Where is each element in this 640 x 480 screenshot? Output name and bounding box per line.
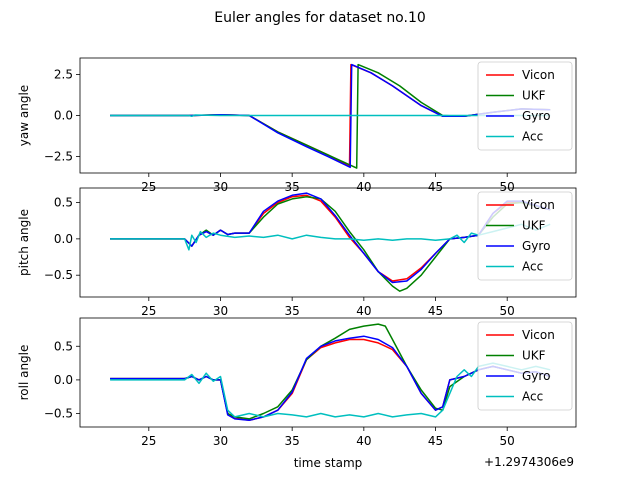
legend: Vicon UKF Gyro Acc [477, 321, 573, 411]
y-tick-label: 0.5 [54, 196, 73, 210]
y-tick-label: 2.5 [54, 67, 73, 81]
legend-label-vicon: Vicon [522, 328, 555, 342]
y-axis-label: pitch angle [17, 209, 31, 276]
x-tick-label: 35 [285, 434, 300, 448]
x-tick-label: 40 [356, 304, 371, 318]
legend-label-ukf: UKF [522, 219, 546, 233]
legend: Vicon UKF Gyro Acc [477, 191, 573, 281]
legend-label-gyro: Gyro [522, 109, 550, 123]
legend-label-acc: Acc [522, 390, 543, 404]
x-tick-label: 45 [428, 434, 443, 448]
x-tick-label: 35 [285, 304, 300, 318]
x-tick-label: 30 [213, 304, 228, 318]
figure-title: Euler angles for dataset no.10 [214, 10, 426, 26]
legend-label-ukf: UKF [522, 89, 546, 103]
series-line-acc [110, 223, 551, 251]
x-tick-label: 50 [500, 304, 515, 318]
y-tick-label: −0.5 [44, 407, 73, 421]
axes-frame [79, 317, 577, 428]
y-tick-label: 0.0 [54, 373, 73, 387]
subplot-2: 25 30 35 40 45 50 0.5 0.0 −0.5 pitch angle Vicon UK… [17, 187, 577, 318]
x-tick-label: 40 [356, 180, 371, 194]
series-line-acc [110, 362, 551, 418]
legend-label-gyro: Gyro [522, 239, 550, 253]
x-tick-label: 50 [500, 434, 515, 448]
legend-label-acc: Acc [522, 260, 543, 274]
x-tick-label: 25 [141, 180, 156, 194]
x-tick-label: 30 [213, 180, 228, 194]
x-tick-label: 45 [428, 180, 443, 194]
x-tick-label: 25 [141, 434, 156, 448]
legend-label-vicon: Vicon [522, 68, 555, 82]
legend-box [477, 321, 573, 411]
y-tick-label: −0.5 [44, 268, 73, 282]
axes-frame [79, 187, 577, 298]
y-tick-label: 0.0 [54, 232, 73, 246]
subplot-3: 25 30 35 40 45 50 0.5 0.0 −0.5 roll angle time sta… [17, 317, 577, 470]
legend: Vicon UKF Gyro Acc [477, 61, 573, 151]
x-axis-label: time stamp [294, 456, 363, 470]
legend-label-ukf: UKF [522, 349, 546, 363]
x-tick-label: 50 [500, 180, 515, 194]
y-axis-label: yaw angle [17, 85, 31, 146]
y-tick-label: 0.0 [54, 109, 73, 123]
legend-box [477, 61, 573, 151]
x-tick-label: 45 [428, 304, 443, 318]
y-axis-label: roll angle [17, 345, 31, 401]
x-tick-label: 25 [141, 304, 156, 318]
legend-label-acc: Acc [522, 130, 543, 144]
subplot-1: 25 30 35 40 45 50 2.5 0.0 −2.5 yaw angle Vicon UKF G… [17, 57, 577, 194]
x-tick-label: 30 [213, 434, 228, 448]
subplots-group: 25 30 35 40 45 50 2.5 0.0 −2.5 yaw angle Vicon UKF G… [17, 57, 577, 470]
x-offset-label: +1.2974306e9 [484, 455, 574, 469]
legend-box [477, 191, 573, 281]
legend-label-vicon: Vicon [522, 198, 555, 212]
series-line-acc [110, 114, 551, 118]
y-tick-label: 0.5 [54, 339, 73, 353]
legend-label-gyro: Gyro [522, 369, 550, 383]
x-tick-label: 40 [356, 434, 371, 448]
x-tick-label: 35 [285, 180, 300, 194]
y-tick-label: −2.5 [44, 150, 73, 164]
